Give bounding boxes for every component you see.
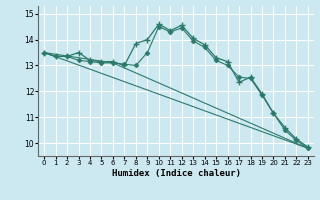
X-axis label: Humidex (Indice chaleur): Humidex (Indice chaleur)	[111, 169, 241, 178]
